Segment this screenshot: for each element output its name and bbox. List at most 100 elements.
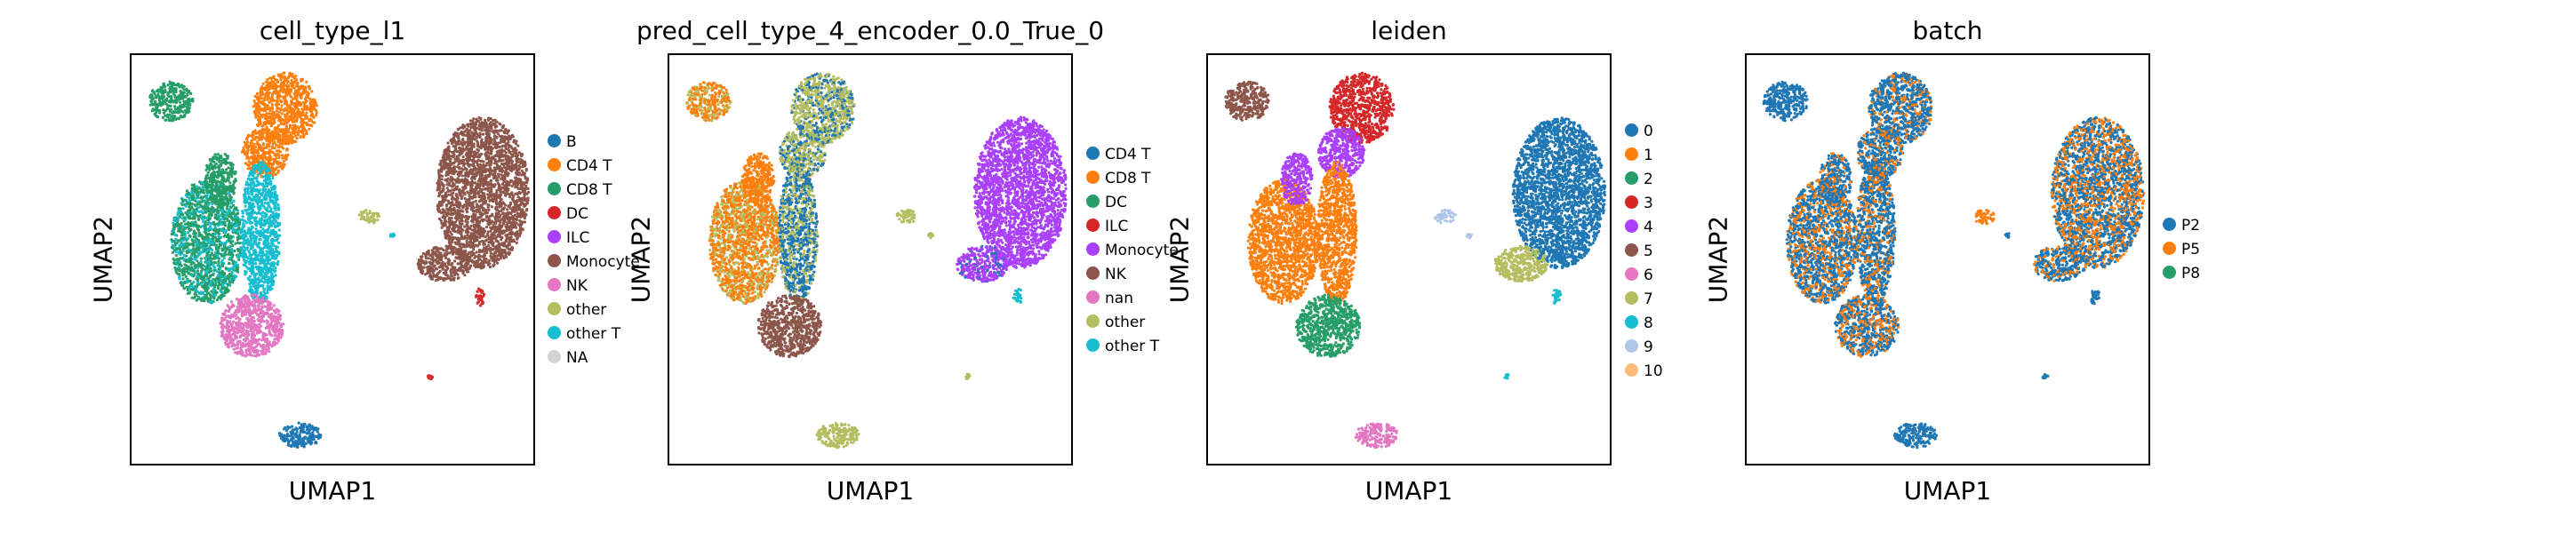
scatter-point <box>170 94 173 99</box>
scatter-point <box>173 115 177 118</box>
scatter-point <box>185 88 188 91</box>
scatter-point <box>162 101 165 105</box>
scatter-point <box>188 99 192 102</box>
scatter-point <box>167 104 171 107</box>
scatter-point <box>156 115 159 118</box>
scatter-point <box>180 84 184 87</box>
scatter-point <box>268 91 271 95</box>
scatter-point <box>166 113 170 116</box>
scatter-point <box>169 91 172 94</box>
scatter-point <box>182 91 186 94</box>
scatter-point <box>165 97 169 100</box>
scatter-point <box>280 81 284 84</box>
scatter-point <box>294 139 298 144</box>
scatter-point <box>159 101 163 105</box>
scatter-point <box>266 77 269 81</box>
scatter-point <box>313 121 316 124</box>
scatter-point <box>299 87 302 91</box>
scatter-point <box>171 115 174 119</box>
scatter-point <box>168 85 172 89</box>
scatter-point <box>164 114 167 117</box>
scatter-point <box>171 81 174 84</box>
scatter-point <box>166 92 170 96</box>
scatter-point <box>171 99 174 104</box>
scatter-point <box>164 118 167 122</box>
scatter-point <box>178 110 181 114</box>
scatter-point <box>179 97 182 100</box>
scatter-point <box>178 107 181 111</box>
scatter-point <box>188 91 193 95</box>
scatter-point <box>151 107 155 111</box>
scatter-point <box>180 86 185 90</box>
scatter-point <box>283 71 286 75</box>
scatter-point <box>167 119 172 123</box>
scatter-point <box>171 111 174 115</box>
scatter-point <box>161 115 164 120</box>
scatter-point <box>179 114 182 118</box>
scatter-point <box>264 108 268 112</box>
scatter-point <box>173 107 177 111</box>
scatter-point <box>186 92 189 96</box>
scatter-point <box>173 105 177 108</box>
scatter-point <box>148 103 152 107</box>
scatter-point <box>174 87 178 91</box>
scatter-point <box>162 99 165 102</box>
scatter-point <box>290 78 293 83</box>
scatter-point <box>184 111 188 115</box>
scatter-point <box>159 104 163 107</box>
scatter-point <box>148 96 152 99</box>
scatter-point <box>188 90 191 93</box>
scatter-point <box>153 91 156 95</box>
scatter-point <box>182 114 187 117</box>
scatter-point <box>191 99 195 103</box>
scatter-point <box>176 107 180 111</box>
scatter-point <box>159 85 163 89</box>
scatter-point <box>277 110 281 114</box>
scatter-point <box>252 99 256 103</box>
scatter-point <box>166 84 170 87</box>
scatter-point <box>176 82 180 86</box>
scatter-point <box>173 94 177 98</box>
scatter-point <box>179 104 182 107</box>
scatter-point <box>181 97 185 100</box>
scatter-plot-area <box>130 53 535 465</box>
scatter-point <box>174 101 179 105</box>
scatter-point <box>175 116 180 120</box>
scatter-point <box>157 97 161 100</box>
scatter-point <box>154 94 157 98</box>
scatter-point <box>172 119 175 123</box>
scatter-point <box>172 91 175 95</box>
scatter-point <box>315 104 318 107</box>
scatter-point <box>152 97 156 100</box>
scatter-point <box>151 89 155 92</box>
scatter-point <box>290 118 293 122</box>
scatter-point <box>163 111 166 115</box>
scatter-point <box>181 94 185 98</box>
scatter-point <box>158 111 162 115</box>
scatter-point <box>162 108 165 112</box>
scatter-point <box>187 108 190 112</box>
scatter-point <box>155 90 158 93</box>
scatter-point <box>162 82 165 85</box>
scatter-point <box>172 89 176 92</box>
scatter-point <box>156 109 159 113</box>
scatter-point <box>156 92 160 96</box>
scatter-point <box>289 82 292 85</box>
scatter-point <box>177 84 180 88</box>
scatter-point <box>191 97 195 101</box>
scatter-point <box>164 102 168 106</box>
scatter-point <box>164 90 167 93</box>
scatter-svg <box>148 71 531 449</box>
scatter-point <box>283 80 286 84</box>
scatter-point <box>187 101 191 105</box>
scatter-point <box>166 107 170 111</box>
scatter-point <box>167 116 171 120</box>
scatter-point <box>182 99 186 103</box>
scatter-point <box>169 108 172 112</box>
scatter-point <box>178 100 182 104</box>
scatter-point <box>283 75 286 79</box>
scatter-point <box>181 105 185 108</box>
scatter-point <box>154 100 157 104</box>
scatter-point <box>260 115 264 119</box>
